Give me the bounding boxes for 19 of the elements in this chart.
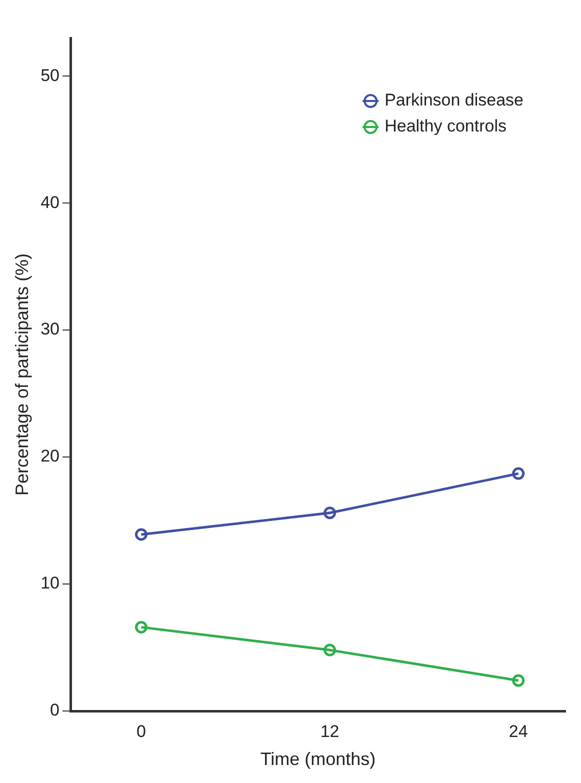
y-tick-label: 10 — [40, 574, 60, 593]
point — [324, 506, 336, 520]
x-axis-title: Time (months) — [260, 749, 376, 770]
point — [134, 620, 148, 634]
y-tick-label: 40 — [40, 192, 60, 212]
x-tick-label: 24 — [508, 722, 528, 741]
y-tick-label: 20 — [40, 446, 60, 466]
y-tick-label: 0 — [50, 700, 60, 720]
x-tick-label: 0 — [136, 722, 146, 741]
legend-label: Parkinson disease — [384, 90, 524, 110]
point — [512, 467, 525, 480]
point — [512, 674, 525, 687]
x-tick-label: 12 — [320, 722, 340, 741]
point — [134, 528, 148, 541]
y-axis-title: Percentage of participants (%) — [12, 253, 32, 496]
y-tick-label: 50 — [40, 66, 60, 85]
point — [324, 644, 336, 656]
y-tick-label: 30 — [40, 320, 60, 339]
legend-label: Healthy controls — [384, 116, 506, 136]
